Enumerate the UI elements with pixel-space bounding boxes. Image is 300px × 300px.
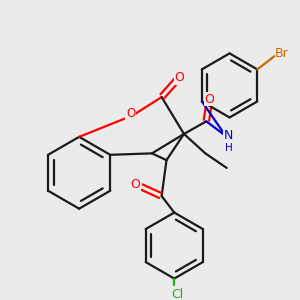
Text: O: O — [174, 71, 184, 84]
Text: Br: Br — [275, 47, 289, 60]
Text: Cl: Cl — [171, 288, 183, 300]
Text: O: O — [126, 107, 135, 120]
Text: H: H — [225, 142, 232, 152]
Text: O: O — [130, 178, 140, 191]
Text: O: O — [204, 92, 214, 106]
Text: N: N — [224, 129, 233, 142]
